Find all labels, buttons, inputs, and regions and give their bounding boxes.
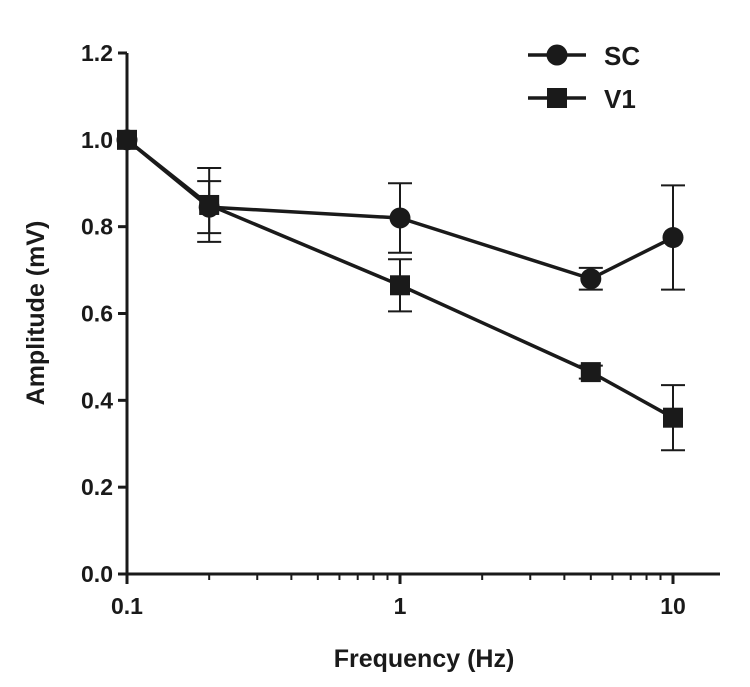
legend-label: V1 <box>604 84 636 114</box>
x-tick-label: 1 <box>394 593 407 619</box>
legend-marker <box>547 88 567 108</box>
y-tick-label: 0.0 <box>81 561 113 587</box>
legend-item-SC: SC <box>528 41 640 71</box>
y-tick-label: 0.4 <box>81 387 113 413</box>
data-point <box>117 129 137 150</box>
data-point <box>389 207 411 229</box>
data-point <box>390 275 410 296</box>
x-tick-label: 10 <box>660 593 686 619</box>
legend-item-V1: V1 <box>528 84 636 114</box>
series-V1 <box>117 129 685 452</box>
y-axis-title: Amplitude (mV) <box>22 221 50 406</box>
data-point <box>580 268 602 290</box>
legend: SC V1 <box>528 41 640 114</box>
data-point <box>662 227 684 249</box>
data-point <box>580 362 601 383</box>
x-tick-label: 0.1 <box>111 593 143 619</box>
legend-label: SC <box>604 41 640 71</box>
data-point <box>199 194 220 215</box>
y-tick-label: 0.8 <box>81 214 113 240</box>
y-tick-label: 0.6 <box>81 301 113 327</box>
y-tick-label: 0.2 <box>81 474 113 500</box>
legend-marker <box>546 44 568 66</box>
y-tick-label: 1.2 <box>81 40 113 66</box>
x-axis-title: Frequency (Hz) <box>334 645 515 673</box>
series-layer <box>116 129 685 452</box>
data-point <box>663 407 683 428</box>
axes: 0.0 0.2 0.4 0.6 0.8 1.0 1.2 0.1 1 10 <box>81 40 720 619</box>
y-tick-label: 1.0 <box>81 127 113 153</box>
